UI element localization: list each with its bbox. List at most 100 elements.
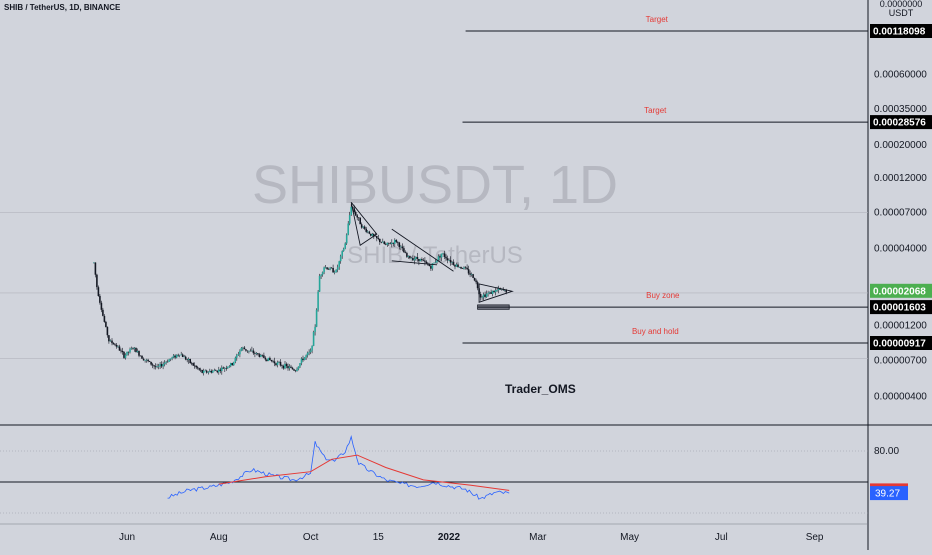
candle-body (373, 234, 375, 236)
candle-body (209, 370, 211, 372)
candle-body (415, 257, 417, 259)
flag-lower-trendline[interactable] (391, 260, 438, 266)
candle-body (398, 242, 401, 248)
candle-body (446, 258, 449, 261)
price-axis-tick: 0.00001200 (874, 321, 927, 332)
candle-body (114, 344, 116, 345)
candle-body (96, 274, 98, 288)
candle-body (151, 364, 154, 366)
candle-body (395, 239, 398, 242)
candle-body (293, 369, 295, 371)
candle-body (216, 370, 219, 373)
candle-body (433, 262, 435, 264)
candle-body (297, 366, 300, 370)
candle-body (267, 357, 270, 361)
candle-body (374, 235, 377, 237)
candle-body (371, 234, 374, 236)
candle-body (490, 292, 492, 294)
candle-body (344, 243, 346, 249)
candle-body (413, 258, 416, 261)
watermark-ticker: SHIBUSDT, 1D (252, 155, 618, 215)
candle-body (123, 352, 125, 358)
candle-body (496, 290, 498, 291)
candle-body (139, 355, 142, 357)
candle-body (142, 358, 145, 361)
candle-body (181, 354, 184, 357)
candle-body (348, 215, 351, 224)
candle-body (264, 357, 267, 360)
candle-body (275, 363, 277, 366)
candle-body (493, 290, 495, 293)
candle-body (210, 370, 213, 373)
candle-body (401, 246, 404, 249)
candle-body (451, 262, 453, 263)
candle-body (312, 331, 315, 346)
candle-body (189, 359, 191, 363)
candle-body (452, 262, 455, 265)
candle-body (93, 262, 95, 264)
candle-body (365, 228, 367, 232)
candle-body (443, 253, 446, 257)
candle-body (192, 363, 194, 366)
triangle-pattern-2[interactable] (478, 283, 514, 303)
price-badge (870, 115, 932, 130)
candle-body (425, 261, 428, 264)
candle-body (120, 350, 122, 352)
price-badge (870, 24, 932, 38)
candle-body (350, 206, 352, 215)
candle-body (251, 350, 253, 352)
candle-body (494, 290, 497, 293)
candle-body (380, 242, 383, 243)
candle-body (303, 357, 306, 360)
candle-body (353, 208, 355, 212)
triangle-pattern-1[interactable] (350, 202, 378, 247)
candle-body (196, 367, 199, 369)
candle-body (246, 350, 249, 352)
candle-body (135, 347, 137, 353)
candle-body (455, 264, 458, 267)
candle-body (266, 359, 268, 361)
candle-body (269, 357, 271, 360)
candle-body (503, 289, 506, 291)
candle-body (258, 354, 261, 357)
candle-body (234, 357, 237, 362)
candle-body (285, 363, 288, 367)
candle-body (472, 274, 474, 278)
candle-body (224, 368, 226, 369)
candle-body (487, 293, 489, 294)
candle-body (476, 282, 479, 289)
candle-body (394, 239, 396, 244)
candle-body (133, 347, 136, 349)
candle-body (466, 267, 468, 270)
candle-body (162, 364, 164, 367)
candle-body (377, 238, 380, 239)
candle-body (99, 295, 101, 303)
candle-body (272, 360, 274, 362)
candle-body (428, 264, 431, 267)
rsi-badge-label: 39.27 (875, 489, 900, 500)
candle-body (505, 289, 507, 293)
annotation-label: Target (646, 15, 669, 24)
candle-body (385, 244, 387, 245)
candle-body (347, 223, 349, 235)
candle-body (249, 350, 252, 352)
candle-body (171, 357, 173, 359)
candle-body (318, 275, 321, 292)
candle-body (412, 258, 414, 261)
price-axis-currency[interactable]: USDT (889, 8, 914, 18)
candle-body (392, 242, 395, 244)
candle-body (479, 294, 482, 298)
candle-body (406, 253, 408, 257)
candle-body (212, 371, 214, 373)
candle-body (488, 292, 491, 293)
time-axis-tick: Mar (529, 532, 547, 543)
candle-body (230, 363, 232, 367)
flag-upper-trendline[interactable] (391, 228, 454, 272)
candle-body (311, 345, 313, 351)
candle-body (261, 355, 264, 356)
candle-body (302, 358, 304, 361)
candle-body (440, 253, 443, 258)
candle-body (308, 352, 310, 353)
